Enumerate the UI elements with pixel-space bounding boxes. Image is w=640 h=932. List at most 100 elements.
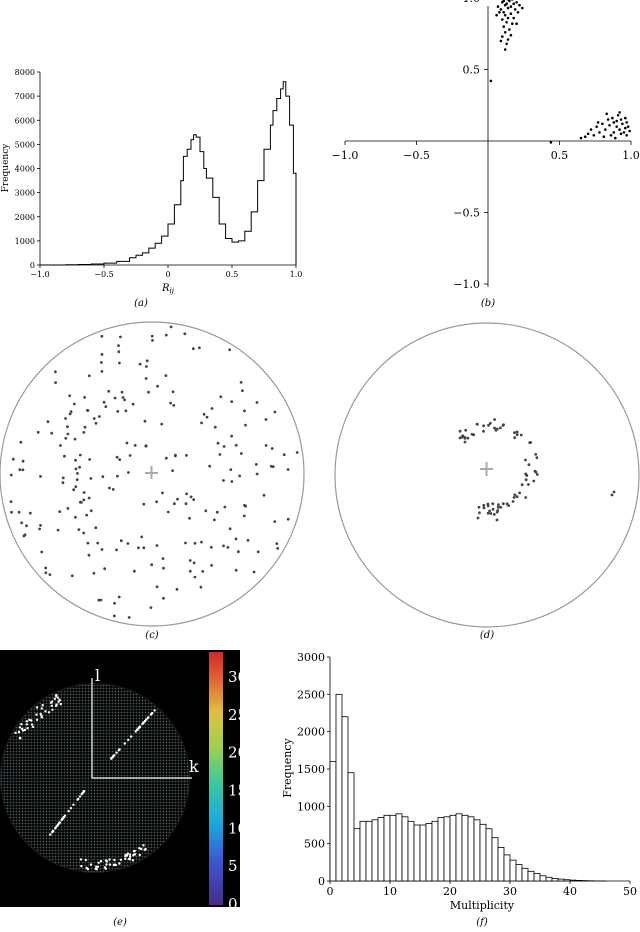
panel-c-pole-point [116, 410, 120, 413]
panel-d-pole-points [458, 418, 616, 522]
panel-e-bright-reflection [54, 827, 57, 830]
panel-b-data-point [499, 8, 503, 11]
panel-c-pole-point [77, 528, 81, 531]
panel-d-pole-point [534, 470, 538, 474]
panel-e-bright-reflection [103, 866, 107, 869]
panel-c-pole-point [140, 535, 144, 539]
panel-f-bar [521, 867, 529, 882]
panel-e-bright-reflection [138, 853, 141, 857]
panel-d-pole-point [482, 503, 486, 507]
panel-c-pole-point [117, 344, 120, 347]
panel-d-pole-point [491, 502, 495, 506]
panel-d-pole-point [532, 479, 536, 483]
panel-b-data-point [506, 38, 510, 41]
panel-f-y-label: Frequency [281, 737, 294, 797]
panel-f-bar [533, 873, 541, 882]
panel-c-pole-point [171, 390, 175, 394]
panel-d-pole-point [466, 436, 470, 440]
panel-e-bright-reflection [56, 696, 59, 699]
panel-e-bright-reflection [99, 860, 103, 863]
panel-d-pole-point [477, 505, 481, 509]
panel-d-pole-point [495, 510, 499, 514]
panel-f-x-ticks: 0 10 20 30 40 50 [327, 881, 637, 898]
panel-c-pole-point [87, 553, 91, 557]
panel-e-bright-reflection [84, 858, 88, 862]
panel-c-pole-point [124, 409, 128, 413]
panel-c-pole-point [79, 500, 82, 504]
panel-e-bright-reflection [53, 697, 56, 700]
panel-c-pole-point [166, 510, 170, 514]
panel-c-pole-point [100, 334, 104, 338]
panel-e-bright-reflection [142, 721, 145, 724]
panel-c-pole-point [125, 441, 129, 445]
panel-c-pole-point [162, 596, 165, 600]
panel-c-pole-point [244, 423, 247, 427]
panel-c-pole-point [223, 505, 227, 509]
panel-c-pole-point [112, 614, 116, 618]
panel-c-pole-point [38, 527, 41, 531]
panel-f-bar [491, 837, 499, 882]
panel-b-data-point [615, 125, 618, 128]
panel-f-bar [497, 847, 505, 882]
panel-d-pole-point [488, 509, 491, 513]
panel-b-data-point [511, 22, 514, 26]
panel-f-bar [407, 820, 415, 882]
panel-f-bar [365, 820, 373, 882]
panel-c-pole-point [128, 454, 132, 457]
panel-c-pole-point [100, 353, 104, 356]
panel-f-y-tick-label: 500 [304, 838, 325, 851]
panel-d-pole-point [463, 436, 467, 440]
panel-e-bright-reflection [124, 857, 127, 860]
panel-c-pole-point [89, 477, 93, 480]
panel-c-pole-point [40, 550, 44, 554]
panel-c-pole-point [101, 475, 105, 479]
panel-d-pole-point [475, 422, 479, 426]
panel-e-bright-reflection [40, 716, 44, 719]
panel-c-pole-point [39, 475, 42, 478]
panel-c-pole-point [234, 537, 238, 541]
panel-b-data-point [502, 11, 506, 14]
panel-e-colorbar-tick-label: 10 [228, 819, 247, 837]
panel-f-bar [461, 814, 469, 882]
panel-c-pole-point [74, 458, 77, 462]
panel-b-data-point [495, 13, 498, 17]
panel-f-bar [425, 823, 433, 882]
panel-c-pole-point [239, 380, 243, 384]
panel-e-bright-reflection [129, 855, 132, 859]
panel-b-data-point [505, 42, 508, 46]
panel-c-pole-point [176, 497, 179, 501]
panel-e-bright-reflection [18, 726, 22, 729]
panel-f-bar [449, 814, 457, 882]
panel-e-bright-reflection [80, 865, 83, 868]
panel-c-pole-point [169, 325, 173, 329]
panel-c-pole-point [200, 421, 204, 425]
panel-c-pole-point [76, 472, 79, 475]
panel-c-pole-point [113, 601, 116, 605]
panel-c-pole-point [123, 398, 126, 402]
panel-c-pole-point [99, 598, 103, 602]
panel-c-pole-point [209, 545, 213, 549]
panel-b-data-point [489, 79, 493, 83]
panel-d-center-cross-icon [480, 462, 493, 476]
panel-c-pole-point [50, 431, 54, 435]
panel-f-bar [371, 819, 379, 882]
panel-d-pole-point [472, 433, 476, 437]
panel-c-pole-point [161, 557, 165, 560]
panel-d-pole-point [515, 495, 519, 499]
panel-c-pole-point [286, 517, 290, 521]
panel-e-bright-reflection [67, 809, 70, 813]
panel-d-pole-point [482, 424, 485, 428]
panel-c-pole-point [201, 570, 205, 573]
panel-f-bar [431, 820, 439, 882]
panel-b-points [489, 0, 631, 144]
panel-e-bright-reflection [132, 850, 136, 853]
panel-e-bright-reflection [72, 803, 75, 806]
panel-c-pole-point [64, 436, 68, 440]
panel-e-bright-reflection [82, 790, 86, 793]
panel-c-pole-point [74, 515, 77, 519]
panel-b: −1.0 −0.5 0.5 1.0 1.0 0.5 −0.5 −1.0 (b) [332, 0, 640, 309]
panel-c-pole-point [120, 390, 124, 394]
panel-c-pole-point [75, 478, 79, 481]
panel-c-pole-point [191, 347, 195, 351]
panel-c-pole-point [108, 486, 111, 490]
